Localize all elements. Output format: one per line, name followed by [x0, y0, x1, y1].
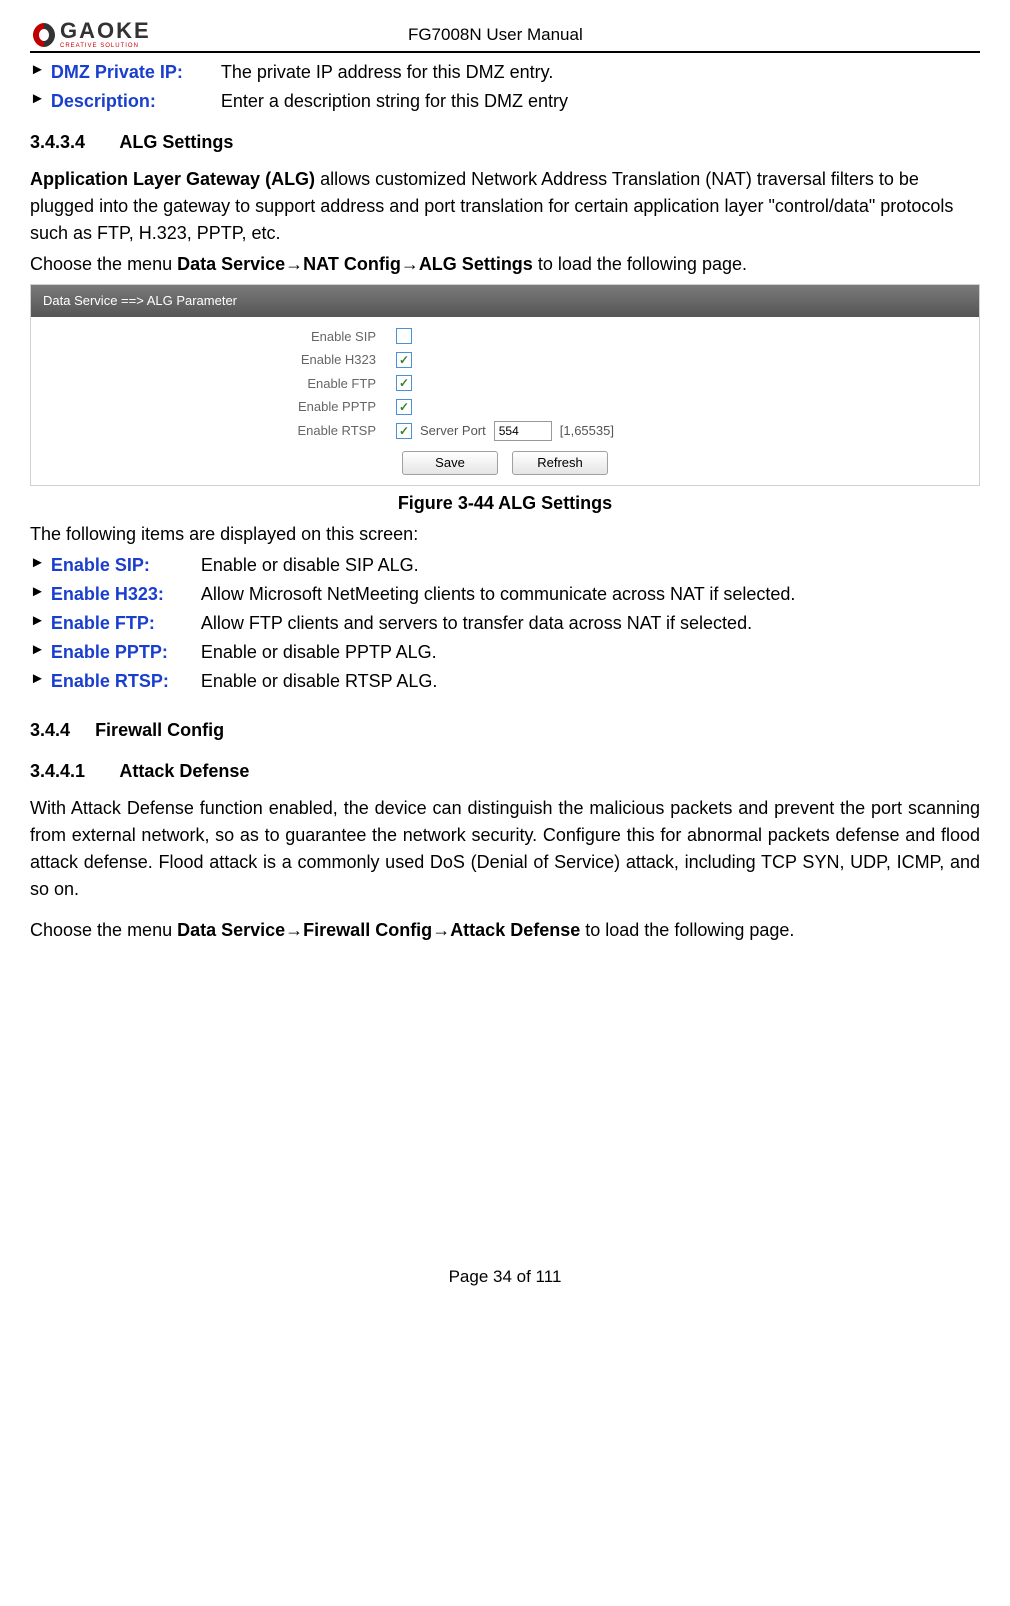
- alg-item: ► Enable RTSP: Enable or disable RTSP AL…: [30, 668, 980, 695]
- alg-item: ► Enable SIP: Enable or disable SIP ALG.: [30, 552, 980, 579]
- nav-part: Attack Defense: [450, 920, 580, 940]
- alg-row-label: Enable FTP: [31, 374, 396, 394]
- nav-arrow: →: [285, 920, 303, 940]
- dmz-desc: Enter a description string for this DMZ …: [221, 88, 568, 115]
- alg-settings-panel: Data Service ==> ALG Parameter Enable SI…: [30, 284, 980, 486]
- section-heading-attack-defense: 3.4.4.1 Attack Defense: [30, 758, 980, 785]
- alg-item-desc: Allow Microsoft NetMeeting clients to co…: [201, 581, 796, 608]
- nav-arrow: →: [401, 254, 419, 274]
- bullet-arrow-icon: ►: [30, 581, 45, 604]
- attack-defense-paragraph: With Attack Defense function enabled, th…: [30, 795, 980, 903]
- section-number: 3.4.3.4: [30, 129, 85, 156]
- bullet-arrow-icon: ►: [30, 610, 45, 633]
- server-port-input[interactable]: [494, 421, 552, 441]
- nav-arrow: →: [432, 920, 450, 940]
- enable-h323-checkbox[interactable]: [396, 352, 412, 368]
- dmz-item: ► Description: Enter a description strin…: [30, 88, 980, 115]
- page-footer: Page 34 of 111: [30, 1264, 980, 1290]
- alg-item-term: Enable RTSP:: [51, 668, 201, 695]
- alg-panel-body: Enable SIP Enable H323 Enable FTP Enable…: [31, 317, 979, 485]
- alg-intro-bold: Application Layer Gateway (ALG): [30, 169, 315, 189]
- alg-item-term: Enable FTP:: [51, 610, 201, 637]
- bullet-arrow-icon: ►: [30, 59, 45, 82]
- alg-row-label: Enable RTSP: [31, 421, 396, 441]
- nav-part: Data Service: [177, 920, 285, 940]
- refresh-button[interactable]: Refresh: [512, 451, 608, 475]
- alg-row-rtsp: Enable RTSP Server Port [1,65535]: [31, 419, 979, 443]
- logo-text-block: GAOKE CREATIVE SOLUTION: [60, 20, 151, 49]
- nav-part: Data Service: [177, 254, 285, 274]
- alg-row-label: Enable PPTP: [31, 397, 396, 417]
- section-number: 3.4.4: [30, 717, 70, 744]
- section-number: 3.4.4.1: [30, 758, 85, 785]
- enable-pptp-checkbox[interactable]: [396, 399, 412, 415]
- section-title: ALG Settings: [119, 132, 233, 152]
- dmz-item: ► DMZ Private IP: The private IP address…: [30, 59, 980, 86]
- dmz-desc: The private IP address for this DMZ entr…: [221, 59, 553, 86]
- logo-subtext: CREATIVE SOLUTION: [60, 43, 151, 49]
- alg-item: ► Enable PPTP: Enable or disable PPTP AL…: [30, 639, 980, 666]
- server-port-range: [1,65535]: [560, 421, 614, 441]
- enable-rtsp-checkbox[interactable]: [396, 423, 412, 439]
- section-title: Firewall Config: [95, 720, 224, 740]
- enable-ftp-checkbox[interactable]: [396, 375, 412, 391]
- alg-item-desc: Enable or disable PPTP ALG.: [201, 639, 437, 666]
- section-title: Attack Defense: [119, 761, 249, 781]
- nav-part: Firewall Config: [303, 920, 432, 940]
- alg-intro-paragraph: Application Layer Gateway (ALG) allows c…: [30, 166, 980, 247]
- alg-item-desc: Allow FTP clients and servers to transfe…: [201, 610, 752, 637]
- alg-item: ► Enable H323: Allow Microsoft NetMeetin…: [30, 581, 980, 608]
- nav-pre: Choose the menu: [30, 254, 177, 274]
- alg-item: ► Enable FTP: Allow FTP clients and serv…: [30, 610, 980, 637]
- doc-title: FG7008N User Manual: [408, 25, 583, 45]
- nav-part: ALG Settings: [419, 254, 533, 274]
- logo: GAOKE CREATIVE SOLUTION: [30, 20, 151, 49]
- alg-item-term: Enable H323:: [51, 581, 201, 608]
- logo-icon: [30, 21, 58, 49]
- nav-arrow: →: [285, 254, 303, 274]
- alg-item-desc: Enable or disable RTSP ALG.: [201, 668, 437, 695]
- dmz-term: DMZ Private IP:: [51, 59, 221, 86]
- server-port-label: Server Port: [420, 421, 486, 441]
- nav-post: to load the following page.: [580, 920, 794, 940]
- items-intro: The following items are displayed on thi…: [30, 521, 980, 548]
- dmz-term: Description:: [51, 88, 221, 115]
- alg-row-label: Enable SIP: [31, 327, 396, 347]
- section-heading-alg: 3.4.3.4 ALG Settings: [30, 129, 980, 156]
- enable-sip-checkbox[interactable]: [396, 328, 412, 344]
- figure-caption: Figure 3-44 ALG Settings: [30, 490, 980, 517]
- alg-item-desc: Enable or disable SIP ALG.: [201, 552, 419, 579]
- bullet-arrow-icon: ►: [30, 552, 45, 575]
- nav-pre: Choose the menu: [30, 920, 177, 940]
- page-header: GAOKE CREATIVE SOLUTION FG7008N User Man…: [30, 20, 980, 53]
- alg-item-term: Enable SIP:: [51, 552, 201, 579]
- alg-row-h323: Enable H323: [31, 348, 979, 372]
- alg-row-sip: Enable SIP: [31, 325, 979, 349]
- alg-button-row: Save Refresh: [31, 443, 979, 485]
- alg-nav-paragraph: Choose the menu Data Service→NAT Config→…: [30, 251, 980, 278]
- bullet-arrow-icon: ►: [30, 668, 45, 691]
- alg-item-term: Enable PPTP:: [51, 639, 201, 666]
- logo-text: GAOKE: [60, 18, 151, 43]
- alg-row-pptp: Enable PPTP: [31, 395, 979, 419]
- nav-post: to load the following page.: [533, 254, 747, 274]
- save-button[interactable]: Save: [402, 451, 498, 475]
- bullet-arrow-icon: ►: [30, 88, 45, 111]
- attack-defense-nav-paragraph: Choose the menu Data Service→Firewall Co…: [30, 917, 980, 944]
- alg-row-label: Enable H323: [31, 350, 396, 370]
- bullet-arrow-icon: ►: [30, 639, 45, 662]
- alg-row-ftp: Enable FTP: [31, 372, 979, 396]
- nav-part: NAT Config: [303, 254, 401, 274]
- alg-panel-titlebar: Data Service ==> ALG Parameter: [31, 285, 979, 317]
- section-heading-firewall: 3.4.4 Firewall Config: [30, 717, 980, 744]
